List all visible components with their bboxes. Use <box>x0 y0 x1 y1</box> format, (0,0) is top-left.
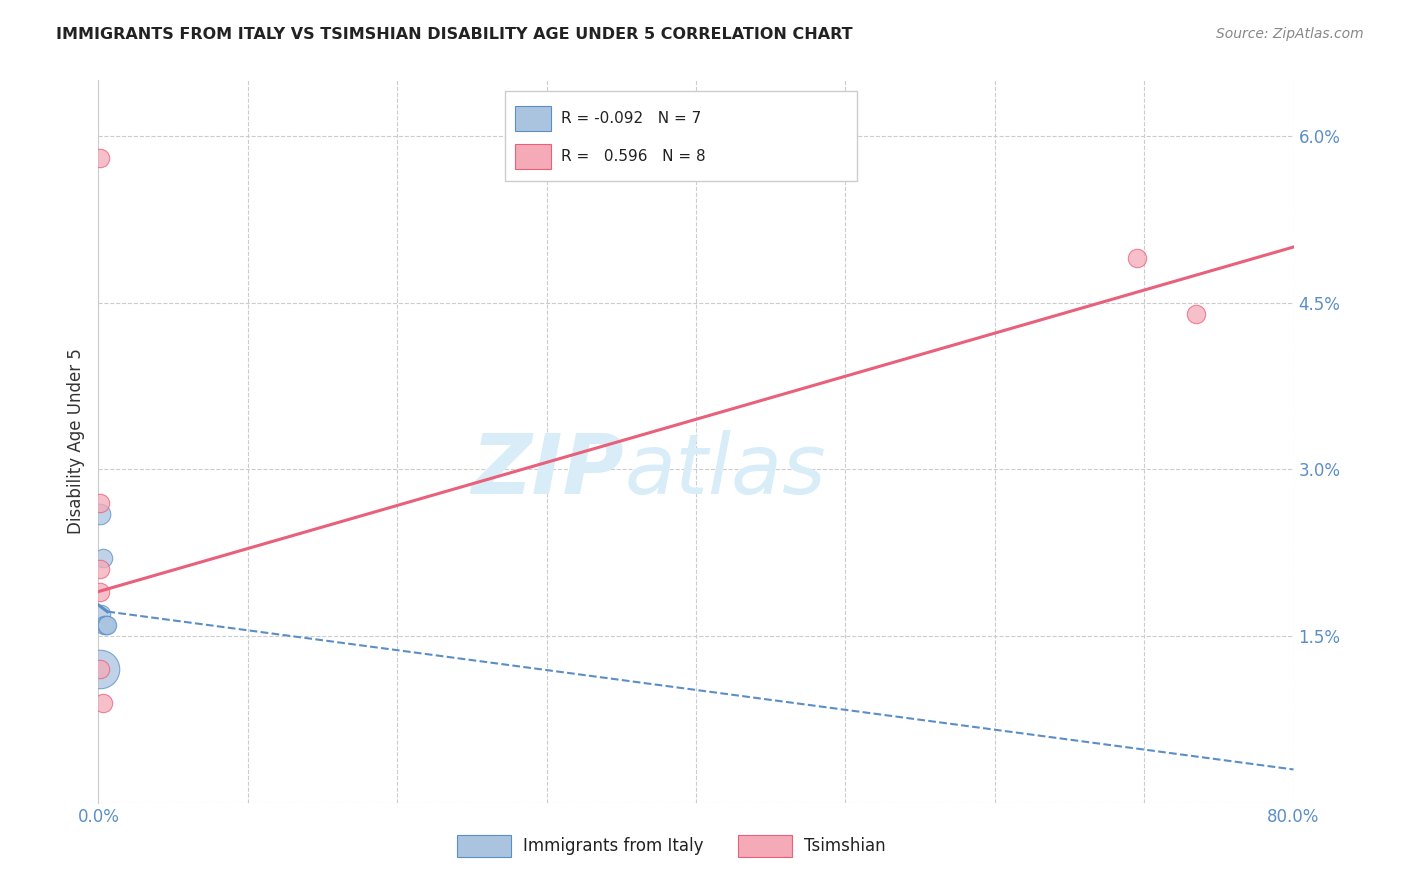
Point <box>89 662 111 676</box>
FancyBboxPatch shape <box>516 144 551 169</box>
Point <box>89 662 111 676</box>
Point <box>1185 307 1208 321</box>
Text: R = -0.092   N = 7: R = -0.092 N = 7 <box>561 111 702 126</box>
Point <box>89 562 111 576</box>
Point <box>93 618 115 632</box>
Point <box>91 696 114 710</box>
Y-axis label: Disability Age Under 5: Disability Age Under 5 <box>66 349 84 534</box>
FancyBboxPatch shape <box>516 105 551 131</box>
Point <box>89 507 111 521</box>
Point <box>1125 251 1147 265</box>
Point <box>94 618 117 632</box>
Text: atlas: atlas <box>624 430 825 511</box>
Text: Immigrants from Italy: Immigrants from Italy <box>523 838 703 855</box>
Point <box>89 151 111 165</box>
Text: Tsimshian: Tsimshian <box>804 838 886 855</box>
Point <box>96 618 118 632</box>
Point <box>89 584 111 599</box>
FancyBboxPatch shape <box>457 835 510 857</box>
FancyBboxPatch shape <box>738 835 792 857</box>
Text: IMMIGRANTS FROM ITALY VS TSIMSHIAN DISABILITY AGE UNDER 5 CORRELATION CHART: IMMIGRANTS FROM ITALY VS TSIMSHIAN DISAB… <box>56 27 853 42</box>
Text: Source: ZipAtlas.com: Source: ZipAtlas.com <box>1216 27 1364 41</box>
Point <box>91 551 114 566</box>
FancyBboxPatch shape <box>505 91 858 181</box>
Point <box>90 607 112 621</box>
Text: R =   0.596   N = 8: R = 0.596 N = 8 <box>561 149 706 163</box>
Point <box>89 496 111 510</box>
Text: ZIP: ZIP <box>471 430 624 511</box>
